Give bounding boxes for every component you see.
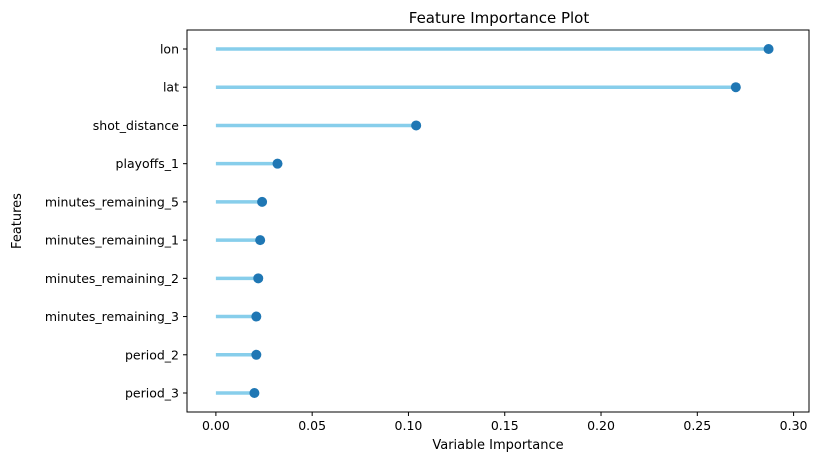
lollipop-marker [251,349,262,360]
x-tick-label: 0.20 [587,418,615,433]
lollipop-marker [411,120,422,131]
chart-title: Feature Importance Plot [409,9,590,27]
y-tick-label: minutes_remaining_3 [45,309,179,324]
plot-frame [186,29,810,413]
plot-area: 0.00 0.05 0.10 0.15 0.20 0.25 0.30 lon lat shot_d… [45,42,808,434]
lollipop-marker [763,44,774,54]
y-tick-label: playoffs_1 [116,156,179,171]
y-tick-label: minutes_remaining_2 [45,271,179,286]
y-axis-label: Features [10,193,25,249]
y-tick-label: period_2 [125,347,179,362]
x-tick-label: 0.10 [395,418,423,433]
lollipop-marker [730,82,741,93]
lollipop-marker [251,311,262,322]
x-axis-label: Variable Importance [432,438,563,453]
lollipop-marker [249,388,260,398]
x-tick-label: 0.30 [780,418,808,433]
y-tick-label: shot_distance [93,118,180,133]
lollipop-marker [272,158,283,169]
x-tick-label: 0.00 [202,418,230,433]
lollipop-marker [253,273,264,284]
lollipop-marker [255,235,266,246]
x-tick-label: 0.05 [298,418,326,433]
y-tick-label: period_3 [125,386,179,401]
lollipop-marker [257,196,268,207]
y-tick-label: lon [160,42,179,57]
x-tick-label: 0.15 [491,418,519,433]
x-tick-label: 0.25 [683,418,711,433]
y-tick-label: minutes_remaining_1 [45,233,179,248]
y-tick-label: minutes_remaining_5 [45,194,179,209]
y-tick-label: lat [163,80,179,95]
